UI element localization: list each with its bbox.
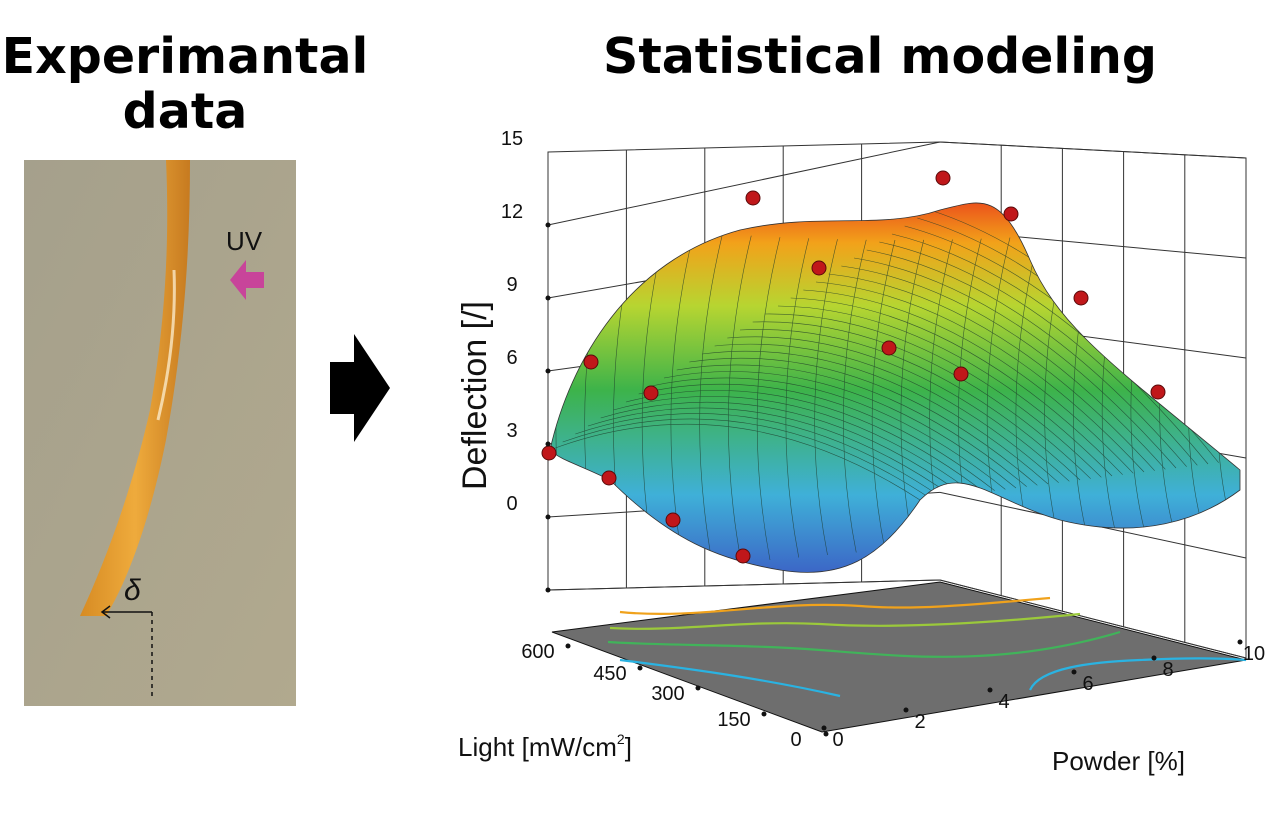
powder-axis-label: Powder [%]	[1052, 746, 1185, 776]
z-tick-label: 9	[506, 274, 517, 296]
light-tick-dot	[823, 731, 829, 737]
powder-tick-dot	[1237, 639, 1243, 645]
powder-axis: 0 2 4 6 8 10	[821, 639, 1265, 751]
light-axis-label: Light [mW/cm2]	[458, 731, 632, 762]
data-point	[583, 354, 599, 370]
powder-tick-dot	[1071, 669, 1077, 675]
photo-strip	[80, 160, 190, 616]
z-tick-label: 15	[501, 128, 523, 150]
light-tick-dot	[761, 711, 767, 717]
process-arrow-icon	[330, 334, 390, 444]
light-tick-dot	[637, 665, 643, 671]
data-point	[953, 366, 969, 382]
z-tick-label: 0	[506, 493, 517, 515]
experimental-title-line1: Experimantal	[1, 28, 369, 85]
uv-arrow-icon	[230, 260, 264, 300]
light-tick-label: 150	[717, 709, 750, 731]
experiment-photo: UV δ	[24, 160, 296, 706]
data-point	[601, 470, 617, 486]
light-tick-label: 0	[790, 729, 801, 751]
response-surface-plot: 0 3 6 9 12 15 Deflection [/] 0 150 300 450 600 Li…	[440, 120, 1287, 808]
powder-tick-label: 8	[1162, 659, 1173, 681]
light-axis: 0 150 300 450 600	[521, 641, 829, 751]
light-tick-dot	[565, 643, 571, 649]
experimental-data-title: Experimantal data	[0, 28, 370, 140]
light-label-sup: 2	[617, 731, 625, 747]
z-tick-dot	[545, 441, 551, 447]
statistical-modeling-title: Statistical modeling	[603, 28, 1157, 85]
powder-tick-dot	[821, 725, 827, 731]
z-tick-dot	[545, 295, 551, 301]
z-axis: 0 3 6 9 12 15	[501, 128, 551, 593]
z-tick-dot	[545, 222, 551, 228]
data-point	[1073, 290, 1089, 306]
z-tick-label: 3	[506, 420, 517, 442]
light-tick-label: 300	[651, 683, 684, 705]
powder-tick-label: 2	[914, 711, 925, 733]
powder-tick-label: 4	[998, 691, 1009, 713]
light-label-end: ]	[625, 732, 632, 762]
data-point	[643, 385, 659, 401]
floor-contours	[607, 596, 1247, 698]
delta-label: δ	[124, 574, 141, 607]
powder-tick-label: 10	[1243, 643, 1265, 665]
z-axis-label: Deflection [/]	[456, 301, 494, 490]
data-point	[745, 190, 761, 206]
z-tick-dot	[545, 368, 551, 374]
experimental-title-line2: data	[122, 82, 248, 140]
uv-label: UV	[226, 226, 263, 256]
powder-tick-label: 6	[1082, 673, 1093, 695]
powder-tick-dot	[987, 687, 993, 693]
powder-tick-dot	[903, 707, 909, 713]
data-point	[935, 170, 951, 186]
z-tick-label: 6	[506, 347, 517, 369]
light-tick-label: 600	[521, 641, 554, 663]
powder-tick-label: 0	[832, 729, 843, 751]
z-tick-dot	[545, 514, 551, 520]
data-point	[735, 548, 751, 564]
light-tick-label: 450	[593, 663, 626, 685]
z-tick-dot	[545, 587, 551, 593]
data-point	[665, 512, 681, 528]
z-tick-label: 12	[501, 201, 523, 223]
powder-tick-dot	[1151, 655, 1157, 661]
data-point	[881, 340, 897, 356]
data-point	[1003, 206, 1019, 222]
data-point	[541, 445, 557, 461]
light-tick-dot	[695, 685, 701, 691]
experimental-points	[541, 170, 1166, 564]
data-point	[811, 260, 827, 276]
data-point	[1150, 384, 1166, 400]
light-label-text: Light [mW/cm	[458, 732, 617, 762]
